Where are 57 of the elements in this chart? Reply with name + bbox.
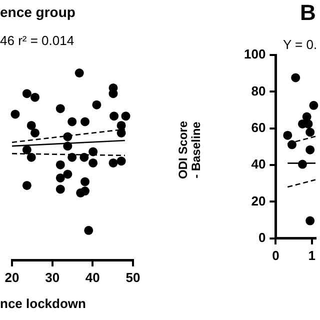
point <box>309 100 318 110</box>
point <box>298 160 307 169</box>
point <box>110 112 119 121</box>
point <box>30 128 40 138</box>
y-axis-title: ODI Score - Baseline <box>176 120 203 180</box>
chart-title: ence group <box>0 4 76 20</box>
y-tick-label: 0 <box>258 230 266 245</box>
point <box>283 130 292 140</box>
text: 46 r² = 0.014 <box>0 33 74 48</box>
point <box>116 128 126 138</box>
point <box>56 160 65 170</box>
y-tick-label: 100 <box>244 46 266 62</box>
chart-title: B <box>300 0 316 26</box>
point <box>63 142 72 151</box>
y-tick-label: 40 <box>251 156 266 172</box>
point <box>68 152 77 162</box>
point <box>84 226 94 235</box>
x-tick-label: 40 <box>85 270 100 285</box>
point <box>108 158 118 168</box>
point <box>30 92 40 102</box>
point <box>56 173 65 182</box>
point <box>116 156 126 166</box>
point <box>22 180 32 190</box>
point <box>80 177 90 186</box>
point <box>56 184 65 194</box>
x-axis-title: nce lockdown <box>0 296 86 311</box>
point <box>121 112 130 121</box>
point <box>68 117 77 126</box>
point <box>80 117 90 126</box>
x-tick-label: 20 <box>4 270 20 285</box>
point <box>56 104 65 114</box>
point <box>306 128 315 137</box>
point <box>76 188 86 198</box>
point <box>88 158 98 168</box>
point <box>74 68 84 78</box>
point <box>26 120 36 130</box>
point <box>80 152 89 162</box>
point <box>92 100 102 110</box>
point <box>306 145 315 154</box>
y-tick-label: 80 <box>251 83 266 98</box>
x-tick-label: 1 <box>308 248 316 263</box>
y-tick-label: 20 <box>251 193 266 208</box>
point <box>63 170 72 179</box>
point <box>287 140 296 150</box>
point <box>10 110 20 119</box>
text: Y = 0. <box>283 37 318 52</box>
point <box>26 152 36 162</box>
x-tick-label: 30 <box>45 270 60 285</box>
y-tick-label: 60 <box>251 120 266 135</box>
point <box>63 132 72 142</box>
point <box>22 89 32 98</box>
point <box>88 147 98 156</box>
point <box>116 120 126 130</box>
point <box>306 216 315 226</box>
point <box>291 73 300 82</box>
x-tick-label: 50 <box>126 270 140 285</box>
point <box>22 145 32 154</box>
